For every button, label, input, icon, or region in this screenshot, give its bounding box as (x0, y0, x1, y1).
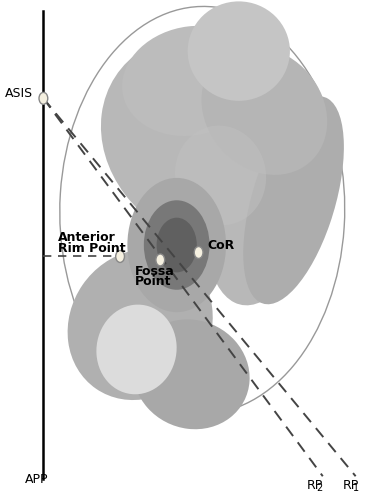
Text: APP: APP (25, 473, 49, 486)
Circle shape (39, 92, 48, 104)
Ellipse shape (122, 26, 261, 136)
Text: RP: RP (343, 478, 359, 492)
Text: CoR: CoR (208, 238, 235, 252)
Ellipse shape (243, 96, 344, 304)
Circle shape (127, 178, 226, 312)
Text: RP: RP (306, 478, 323, 492)
Circle shape (157, 218, 197, 272)
Circle shape (144, 200, 209, 290)
Ellipse shape (68, 249, 213, 400)
Circle shape (116, 250, 124, 262)
Ellipse shape (202, 46, 327, 175)
Text: Point: Point (135, 276, 171, 288)
Ellipse shape (175, 126, 266, 225)
Circle shape (194, 246, 203, 258)
Ellipse shape (133, 320, 250, 429)
Text: 2: 2 (316, 482, 323, 492)
Text: ASIS: ASIS (5, 87, 33, 100)
Text: 1: 1 (353, 482, 359, 492)
Text: Rim Point: Rim Point (58, 242, 125, 255)
Ellipse shape (96, 304, 177, 394)
Ellipse shape (205, 76, 324, 306)
Ellipse shape (101, 34, 326, 247)
Circle shape (156, 254, 164, 266)
Text: Anterior: Anterior (58, 231, 116, 244)
Text: Fossa: Fossa (135, 265, 174, 278)
Ellipse shape (188, 2, 290, 101)
